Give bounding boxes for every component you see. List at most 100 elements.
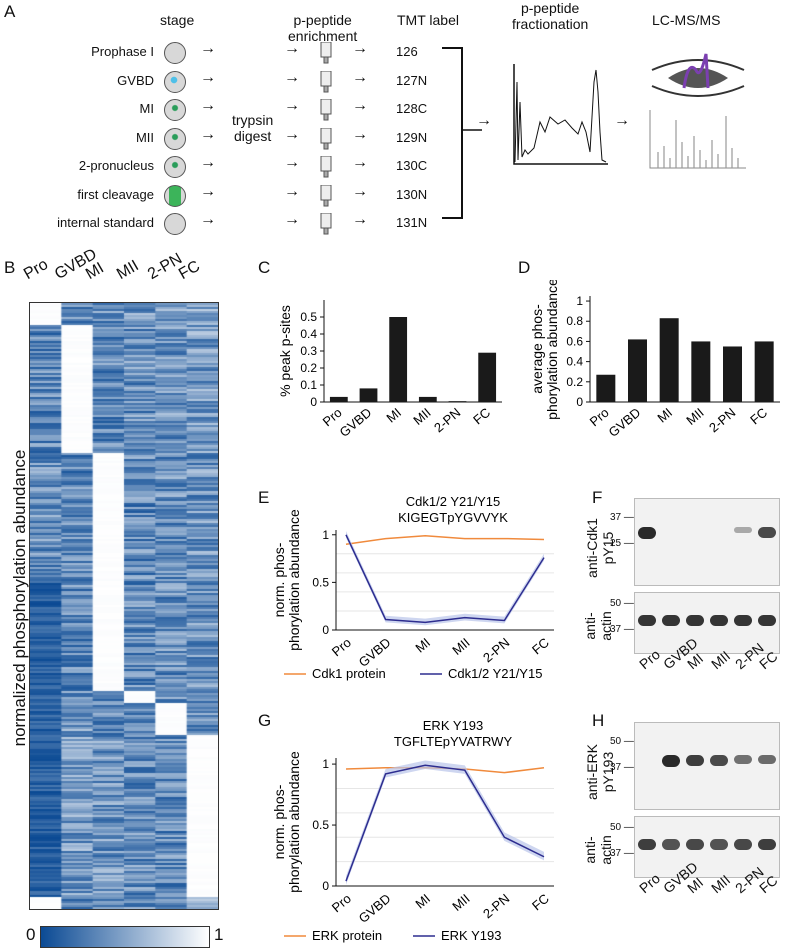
enrichment-tube-icon: [320, 212, 332, 235]
trypsin-digest-label: trypsin digest: [232, 112, 274, 144]
lc-ms-instrument-icon: [649, 53, 746, 169]
y-axis-label-line: phorylation abundance: [286, 509, 302, 651]
stage-label: Prophase I: [91, 44, 154, 59]
molecular-weight-marker: 37 —: [610, 624, 634, 635]
panel-d-label: D: [518, 258, 531, 277]
blot-band: [710, 755, 728, 766]
blot-band: [710, 615, 728, 626]
oocyte-cell-icon: [164, 127, 186, 150]
arrow-icon: →: [284, 40, 300, 57]
blot-top-panel: [634, 722, 780, 810]
series-line: [345, 534, 545, 546]
enrichment-tube-icon: [320, 155, 332, 178]
bar: [448, 401, 467, 403]
x-tick-label: GVBD: [337, 405, 375, 440]
tmt-label: 126: [396, 44, 418, 59]
blot-band: [686, 615, 704, 626]
arrow-icon: →: [200, 182, 216, 200]
blot-band: [758, 839, 776, 850]
arrow-icon: →: [284, 125, 300, 143]
x-tick-label: MII: [683, 405, 706, 428]
y-tick-label: 1: [322, 757, 329, 771]
oocyte-cell-icon: [164, 213, 186, 235]
y-tick-label: 0.8: [566, 314, 583, 328]
chart-title: TGFLTEpYVATRWY: [394, 734, 513, 749]
stage-label: internal standard: [57, 215, 154, 230]
molecular-weight-marker: 37 —: [610, 848, 634, 859]
y-tick-label: 1: [322, 528, 329, 542]
x-tick-label: 2-PN: [480, 635, 512, 666]
x-tick-label: MI: [654, 405, 675, 426]
x-tick-label: GVBD: [356, 635, 394, 670]
arrow-icon: →: [352, 211, 368, 228]
oocyte-cell-icon: [164, 184, 186, 207]
y-tick-label: 0.5: [312, 575, 329, 589]
bar: [659, 318, 679, 402]
heatmap-column-label: MII: [114, 257, 142, 284]
tmt-label: 131N: [396, 215, 428, 230]
chart-title: Cdk1/2 Y21/Y15: [406, 494, 500, 509]
blot-band: [638, 527, 656, 539]
tmt-bracket: [442, 47, 482, 219]
x-tick-label: FC: [529, 635, 552, 658]
blot-band: [662, 615, 680, 626]
y-tick-label: 0.5: [312, 818, 329, 832]
x-tick-label: MII: [449, 635, 472, 658]
colorbar: [40, 926, 210, 948]
fractionation-header: p-peptide fractionation: [512, 0, 589, 32]
blot-band: [686, 755, 704, 767]
legend-label: ERK Y193: [441, 928, 501, 943]
y-tick-label: 0.4: [566, 355, 583, 369]
x-tick-label: Pro: [329, 635, 354, 659]
y-tick-label: 0: [310, 395, 317, 409]
oocyte-cell-icon: [164, 70, 186, 93]
bar: [389, 317, 408, 402]
x-tick-label: FC: [529, 891, 552, 914]
stage-label: MII: [135, 129, 154, 145]
y-tick-label: 0.1: [300, 378, 317, 392]
tmt-label: 127N: [396, 72, 428, 88]
y-axis-label-line: average phos-: [529, 304, 545, 394]
y-axis-label-line: norm. phos-: [271, 542, 287, 617]
blot-band: [758, 527, 776, 538]
heatmap-ylabel: normalized phosphorylation abundance: [10, 449, 29, 747]
x-tick-label: FC: [470, 405, 493, 428]
arrow-icon: →: [200, 154, 216, 171]
molecular-weight-marker: 50 —: [610, 822, 634, 833]
y-tick-label: 0: [576, 395, 583, 409]
blot-band: [734, 839, 752, 850]
legend-label: ERK protein: [312, 928, 382, 943]
stage-label: GVBD: [117, 72, 154, 88]
arrow-to-fractionation: →: [476, 112, 492, 129]
confidence-band: [346, 760, 544, 885]
bar: [754, 341, 774, 402]
bar: [478, 352, 497, 402]
y-tick-label: 0.2: [566, 375, 583, 389]
arrow-icon: →: [284, 68, 300, 86]
arrow-icon: →: [284, 182, 300, 200]
y-tick-label: 0: [322, 879, 329, 893]
x-tick-label: MII: [449, 891, 472, 914]
x-tick-label: MI: [412, 635, 433, 656]
legend-label: Cdk1 protein: [312, 666, 386, 681]
blot-band: [686, 839, 704, 850]
bar: [691, 341, 711, 402]
x-tick-label: MII: [410, 405, 433, 428]
arrow-icon: →: [284, 154, 300, 171]
enrichment-tube-icon: [320, 184, 332, 206]
y-axis-label: norm. phos-phorylation abundance: [271, 509, 302, 651]
tmt-label: 128C: [396, 101, 428, 116]
oocyte-cell-icon: [164, 156, 186, 178]
stage-label: MI: [139, 101, 154, 116]
x-tick-label: Pro: [329, 891, 354, 915]
y-axis-label: norm. phos-phorylation abundance: [271, 751, 302, 893]
bar: [723, 346, 742, 402]
bar: [596, 374, 616, 402]
blot-band: [734, 755, 752, 764]
arrow-icon: →: [284, 97, 300, 114]
blot-top-panel: [634, 498, 780, 586]
panel-b-label: B: [4, 258, 16, 277]
arrow-icon: →: [200, 125, 216, 143]
